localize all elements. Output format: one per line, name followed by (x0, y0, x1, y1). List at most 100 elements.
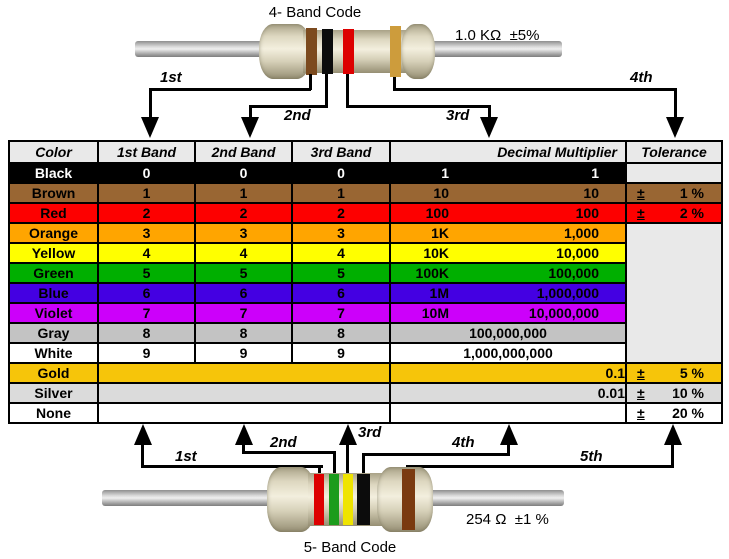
bottom-arrow-4th-vline (507, 444, 510, 456)
color-name-cell: Orange (8, 222, 99, 244)
bottom-arrow-1st-hline (141, 465, 323, 468)
red-band (343, 29, 354, 74)
bottom-arrow-2nd-hline (242, 451, 336, 454)
band1-digit-cell: 4 (97, 242, 196, 264)
top-resistor-right-bulge (401, 24, 435, 79)
bottom-arrow-2nd-band-line (333, 451, 336, 475)
table-row-brown: Brown 1 1 1 10 10 ±1 % (8, 182, 723, 204)
plus-minus-sign: ± (637, 185, 645, 201)
plus-minus-sign: ± (637, 385, 645, 401)
top-arrow-4th-band-line (393, 77, 396, 91)
brown-band (306, 28, 317, 75)
band3-digit-cell: 4 (291, 242, 391, 264)
band3-digit-cell: 2 (291, 202, 391, 224)
band2-digit-cell: 3 (194, 222, 293, 244)
band1-digit-cell: 8 (97, 322, 196, 344)
multiplier-cell: 0.1 (389, 362, 627, 384)
bottom-arrow-1st-vline (141, 444, 144, 468)
band1-digit-cell: 6 (97, 282, 196, 304)
multiplier-prefix: 10 (433, 185, 449, 201)
header-tolerance: Tolerance (625, 140, 723, 164)
top-arrow-2nd-label: 2nd (284, 107, 311, 124)
tolerance-merged-empty-cell (625, 222, 723, 364)
bottom-arrow-4th-label: 4th (452, 434, 475, 451)
tolerance-value: 2 % (679, 205, 704, 221)
band3-digit-cell: 0 (291, 162, 391, 184)
green-band (329, 474, 339, 525)
band3-digit-cell: 6 (291, 282, 391, 304)
table-row-red: Red 2 2 2 100 100 ±2 % (8, 202, 723, 224)
multiplier-value: 10,000 (556, 245, 599, 261)
band3-digit-cell: 3 (291, 222, 391, 244)
tolerance-value: 1 % (679, 185, 704, 201)
tolerance-value: 5 % (679, 365, 704, 381)
multiplier-cell: 1K 1,000 (389, 222, 627, 244)
multiplier-value: 1,000,000 (536, 285, 599, 301)
header-2nd-band: 2nd Band (194, 140, 293, 164)
bottom-arrow-1st-head (134, 424, 152, 445)
multiplier-cell: 100K 100,000 (389, 262, 627, 284)
multiplier-prefix: 1K (431, 225, 449, 241)
band1-digit-cell: 5 (97, 262, 196, 284)
multiplier-value: 1 (591, 165, 599, 181)
table-row-blue: Blue 6 6 6 1M 1,000,000 (8, 282, 722, 304)
header-decimal-multiplier: Decimal Multiplier (389, 140, 627, 164)
top-arrow-3rd-band-line (346, 74, 349, 108)
tolerance-value: 10 % (672, 385, 704, 401)
band1-digit-cell: 2 (97, 202, 196, 224)
multiplier-value: 100,000 (548, 265, 599, 281)
color-name-cell: Gold (8, 362, 99, 384)
band2-digit-cell: 7 (194, 302, 293, 324)
bottom-arrow-1st-band-line (318, 465, 321, 475)
band2-digit-cell: 2 (194, 202, 293, 224)
tolerance-cell: ±10 % (625, 382, 723, 404)
plus-minus-sign: ± (637, 405, 645, 421)
table-row-silver: Silver 0.01 ±10 % (8, 382, 723, 404)
top-arrow-1st-head (141, 117, 159, 138)
bottom-arrow-2nd-label: 2nd (270, 434, 297, 451)
top-arrow-1st-vline (149, 88, 152, 118)
black-band (357, 474, 370, 525)
bottom-arrow-4th-band-line (362, 453, 365, 475)
color-name-cell: Red (8, 202, 99, 224)
band2-digit-cell: 0 (194, 162, 293, 184)
color-code-table: Color 1st Band 2nd Band 3rd Band Decimal… (8, 140, 723, 424)
bottom-arrow-5th-head (664, 424, 682, 445)
color-name-cell: Black (8, 162, 99, 184)
multiplier-cell: 1M 1,000,000 (389, 282, 627, 304)
top-arrow-2nd-hline (249, 105, 328, 108)
table-row-gold: Gold 0.1 ±5 % (8, 362, 723, 384)
header-color: Color (8, 140, 99, 164)
band1-digit-cell: 7 (97, 302, 196, 324)
tolerance-cell: ±20 % (625, 402, 723, 424)
table-header-row: Color 1st Band 2nd Band 3rd Band Decimal… (8, 140, 723, 164)
bottom-arrow-2nd-head (235, 424, 253, 445)
bottom-arrow-4th-head (500, 424, 518, 445)
band2-digit-cell: 1 (194, 182, 293, 204)
top-arrow-1st-band-line (309, 74, 312, 90)
multiplier-prefix: 100K (415, 265, 449, 281)
multiplier-prefix: 10M (421, 305, 449, 321)
bottom-arrow-5th-label: 5th (580, 448, 603, 465)
five-band-code-title: 5- Band Code (303, 539, 397, 556)
multiplier-prefix: 1M (429, 285, 449, 301)
top-arrow-4th-head (666, 117, 684, 138)
multiplier-cell: 10 10 (389, 182, 627, 204)
plus-minus-sign: ± (637, 365, 645, 381)
table-row-orange: Orange 3 3 3 1K 1,000 (8, 222, 723, 364)
table-row-yellow: Yellow 4 4 4 10K 10,000 (8, 242, 722, 264)
top-arrow-2nd-band-line (325, 74, 328, 108)
bottom-arrow-5th-vline (671, 444, 674, 468)
bottom-resistor-left-bulge (267, 467, 315, 532)
multiplier-prefix: 10K (423, 245, 449, 261)
four-band-value-label: 1.0 KΩ ±5% (455, 27, 540, 44)
top-arrow-3rd-hline (346, 105, 491, 108)
band2-digit-cell: 8 (194, 322, 293, 344)
tolerance-value: 20 % (672, 405, 704, 421)
color-name-cell: Gray (8, 322, 99, 344)
black-band (322, 29, 333, 74)
top-arrow-1st-label: 1st (160, 69, 182, 86)
multiplier-cell: 10K 10,000 (389, 242, 627, 264)
multiplier-cell: 0.01 (389, 382, 627, 404)
